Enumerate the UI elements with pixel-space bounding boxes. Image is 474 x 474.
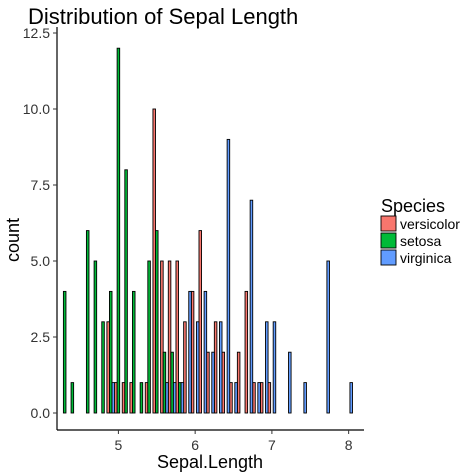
- bar-setosa: [139, 382, 144, 414]
- bar-virginica: [203, 290, 208, 414]
- y-tick-label: 12.5: [23, 25, 50, 41]
- bar-setosa: [70, 382, 75, 414]
- bar-virginica: [211, 351, 215, 414]
- bar-virginica: [188, 290, 192, 414]
- bar-virginica: [165, 382, 169, 414]
- bar-virginica: [226, 138, 231, 414]
- bar-setosa: [124, 169, 128, 414]
- bar-virginica: [218, 321, 223, 414]
- bar-setosa: [62, 290, 67, 414]
- bar-setosa: [93, 260, 98, 414]
- legend-label-virginica: virginica: [400, 250, 452, 266]
- x-ticks: 5 6 7 8: [115, 430, 353, 453]
- bar-setosa: [155, 230, 159, 414]
- bar-virginica: [265, 321, 269, 414]
- bar-virginica: [249, 199, 254, 414]
- legend-key-virginica: [380, 249, 397, 266]
- bar-virginica: [195, 321, 200, 414]
- bar-virginica: [111, 382, 116, 414]
- legend-label-setosa: setosa: [400, 233, 441, 249]
- bar-virginica: [349, 382, 353, 414]
- x-tick-label: 6: [191, 437, 199, 453]
- y-axis-title: count: [3, 218, 23, 262]
- bar-virginica: [303, 382, 307, 414]
- chart-title: Distribution of Sepal Length: [28, 4, 298, 29]
- bar-virginica: [234, 382, 238, 414]
- x-axis-title: Sepal.Length: [157, 452, 263, 472]
- bar-virginica: [272, 321, 277, 414]
- y-ticks: 0.0 2.5 5.0 7.5 10.0 12.5: [23, 25, 57, 421]
- legend-key-versicolor: [380, 215, 397, 232]
- bar-versicolor: [183, 321, 187, 414]
- bar-virginica: [172, 382, 177, 414]
- bar-virginica: [288, 351, 292, 414]
- bar-virginica: [257, 382, 261, 414]
- bars-layer: [62, 47, 353, 414]
- bar-versicolor: [175, 260, 179, 414]
- x-tick-label: 8: [345, 437, 353, 453]
- y-tick-label: 7.5: [31, 177, 51, 193]
- legend-key-setosa: [380, 232, 397, 249]
- legend-title: Species: [381, 196, 445, 216]
- x-tick-label: 5: [115, 437, 123, 453]
- bar-setosa: [147, 260, 151, 414]
- bar-versicolor: [160, 260, 164, 414]
- bar-versicolor: [167, 260, 172, 414]
- bar-setosa: [85, 230, 90, 414]
- bar-virginica: [180, 382, 185, 414]
- bar-setosa: [101, 321, 105, 414]
- bar-setosa: [108, 290, 113, 414]
- bar-versicolor: [244, 290, 249, 414]
- y-tick-label: 2.5: [31, 329, 51, 345]
- y-tick-label: 0.0: [31, 405, 51, 421]
- bar-setosa: [116, 47, 121, 414]
- legend-label-versicolor: versicolor: [400, 216, 460, 232]
- bar-setosa: [132, 290, 136, 414]
- y-tick-label: 5.0: [31, 253, 51, 269]
- x-tick-label: 7: [268, 437, 276, 453]
- y-tick-label: 10.0: [23, 101, 50, 117]
- bar-virginica: [326, 260, 330, 414]
